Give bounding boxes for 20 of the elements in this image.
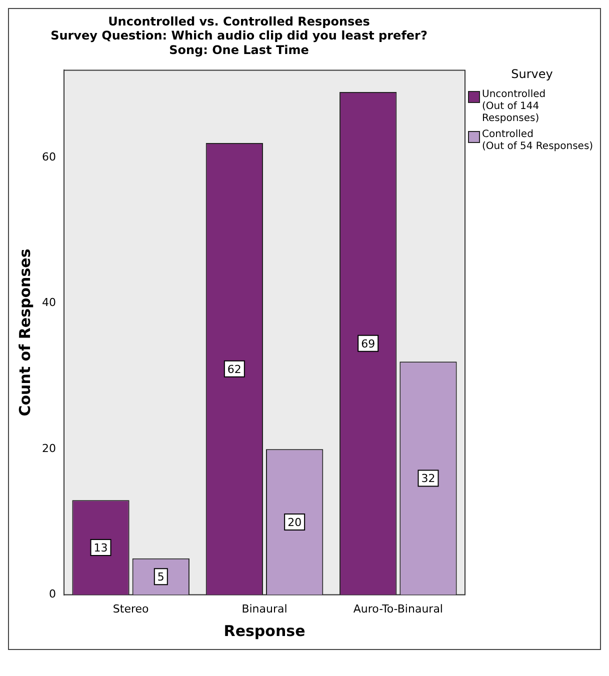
y-tick-label: 20 — [42, 442, 56, 455]
x-axis-title: Response — [224, 622, 306, 640]
data-label: 13 — [94, 541, 108, 554]
data-label: 69 — [361, 337, 376, 350]
data-label: 62 — [227, 362, 242, 376]
chart-subtitle: Survey Question: Which audio clip did you least prefer? Song: One Last Time — [50, 28, 428, 58]
y-axis-title: Count of Responses — [16, 248, 34, 416]
x-tick-label: Binaural — [242, 602, 288, 616]
data-label: 5 — [157, 570, 164, 584]
legend-title: Survey — [510, 67, 554, 81]
legend-label: Controlled (Out of 54 Responses) — [482, 129, 594, 153]
data-label: 32 — [421, 472, 436, 486]
chart-title: Uncontrolled vs. Controlled Responses — [108, 14, 370, 28]
legend-label: Uncontrolled (Out of 144 Responses) — [482, 89, 547, 125]
data-label: 20 — [288, 516, 302, 529]
y-tick-label: 60 — [42, 150, 56, 164]
x-tick-label: Auro-To-Binaural — [353, 602, 443, 616]
x-tick-label: Stereo — [112, 602, 150, 616]
y-tick-label: 0 — [48, 588, 56, 601]
y-tick-label: 40 — [42, 296, 56, 310]
